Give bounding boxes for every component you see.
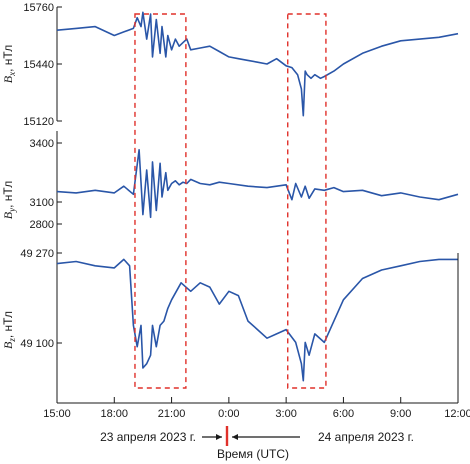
midnight-marker bbox=[202, 426, 300, 446]
x-tick-label: 18:00 bbox=[101, 408, 129, 420]
x-tick-label: 0:00 bbox=[218, 408, 239, 420]
panel-x: 15760 15440 15120 Bx, нТл bbox=[1, 2, 459, 128]
y-tick-label: 49 100 bbox=[20, 338, 54, 350]
highlight-window bbox=[287, 13, 327, 389]
x-tick-label: 9:00 bbox=[390, 408, 411, 420]
arrow-right-head bbox=[232, 434, 238, 440]
y-tick-label: 15440 bbox=[23, 59, 54, 71]
x-axis-title: Время (UTC) bbox=[217, 447, 289, 461]
x-tick-label: 3:00 bbox=[275, 408, 296, 420]
y-tick-label: 3100 bbox=[30, 197, 54, 209]
x-axis: 15:00 18:00 21:00 0:00 3:00 6:00 9:00 12:00 bbox=[43, 253, 470, 420]
y-axis-title: By, нТл bbox=[1, 181, 17, 219]
date-left-label: 23 апреля 2023 г. bbox=[100, 430, 196, 444]
series-line-y bbox=[56, 149, 459, 219]
y-tick-label: 49 270 bbox=[20, 248, 54, 260]
x-tick-label: 15:00 bbox=[43, 408, 71, 420]
arrow-left-head bbox=[216, 434, 222, 440]
date-right-label: 24 апреля 2023 г. bbox=[318, 430, 414, 444]
highlight-window bbox=[134, 13, 187, 389]
x-tick-label: 21:00 bbox=[158, 408, 186, 420]
y-axis-title: Bx, нТл bbox=[1, 45, 17, 83]
y-axis-title: Bz, нТл bbox=[1, 311, 17, 349]
panel-y: 3400 3100 2800 By, нТл bbox=[1, 131, 459, 256]
y-tick-label: 15760 bbox=[23, 2, 54, 14]
y-tick-label: 2800 bbox=[30, 219, 54, 231]
y-tick-label: 3400 bbox=[30, 138, 54, 150]
x-tick-label: 12:00 bbox=[444, 408, 470, 420]
x-tick-label: 6:00 bbox=[333, 408, 354, 420]
series-line-x bbox=[56, 11, 459, 117]
chart-panels: 15760 15440 15120 Bx, нТл 3400 3100 2800 By, нТ… bbox=[1, 2, 459, 403]
highlight-windows bbox=[134, 13, 327, 389]
series-line-z bbox=[56, 258, 458, 382]
y-tick-label: 15120 bbox=[23, 116, 54, 128]
